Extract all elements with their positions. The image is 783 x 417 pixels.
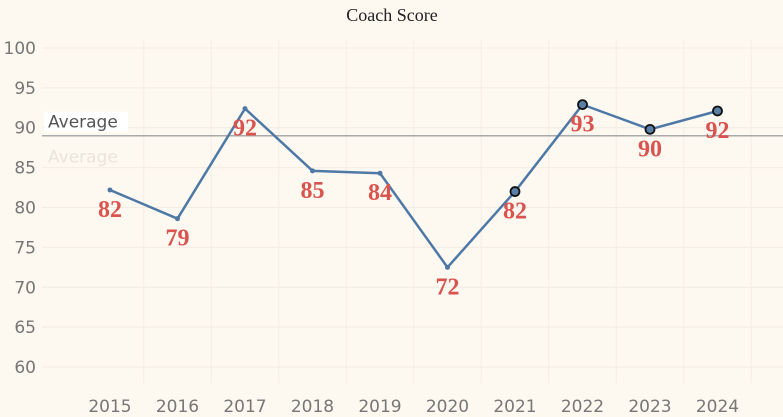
data-label: 82 <box>98 197 122 223</box>
data-point[interactable] <box>509 186 521 197</box>
chart-title: Coach Score <box>346 5 437 25</box>
x-tick-label: 2018 <box>291 397 334 417</box>
data-point[interactable] <box>712 105 723 117</box>
x-tick-label: 2017 <box>223 397 266 417</box>
data-label: 82 <box>503 199 527 225</box>
data-point[interactable] <box>445 264 450 270</box>
data-label: 85 <box>301 178 325 204</box>
x-tick-label: 2023 <box>628 397 671 417</box>
y-tick-label: 85 <box>14 159 36 179</box>
data-label: 93 <box>571 112 595 138</box>
data-point[interactable] <box>175 216 180 222</box>
data-point[interactable] <box>242 106 248 112</box>
data-label: 84 <box>368 180 392 206</box>
x-tick-label: 2020 <box>426 397 469 417</box>
data-point[interactable] <box>107 187 113 193</box>
y-tick-label: 65 <box>14 318 36 338</box>
y-tick-label: 75 <box>14 238 36 258</box>
series-line <box>109 103 718 269</box>
x-tick-label: 2022 <box>561 397 604 417</box>
y-tick-label: 80 <box>14 199 36 219</box>
x-axis-ticks: 2015 2016 2017 2018 2019 2020 2021 2022 2023 2024 <box>88 397 739 417</box>
y-tick-label: 100 <box>4 39 36 59</box>
data-point[interactable] <box>577 99 588 111</box>
y-tick-label: 95 <box>14 79 36 99</box>
y-tick-label: 60 <box>14 358 36 378</box>
data-point[interactable] <box>644 123 656 135</box>
data-label: 92 <box>233 116 257 142</box>
average-label: Average <box>48 113 118 133</box>
data-point[interactable] <box>377 170 383 176</box>
x-tick-label: 2015 <box>88 397 131 417</box>
y-axis-ticks: 60 65 70 75 80 85 90 95 100 <box>4 39 36 378</box>
x-tick-label: 2016 <box>156 397 199 417</box>
data-label: 79 <box>166 226 190 252</box>
average-label-shadow: Average <box>48 148 118 168</box>
gridlines <box>42 40 783 383</box>
series-line-layer <box>109 103 718 269</box>
data-label: 72 <box>436 274 460 300</box>
x-tick-label: 2021 <box>493 397 536 417</box>
x-tick-label: 2024 <box>696 397 739 417</box>
data-label: 92 <box>706 118 730 144</box>
average-label-background <box>44 111 128 132</box>
data-label: 90 <box>638 136 662 162</box>
data-points <box>107 99 723 270</box>
data-point[interactable] <box>310 168 315 174</box>
average-reference: Average Average <box>42 111 783 168</box>
data-labels: 82 79 92 85 84 72 82 93 90 92 <box>98 112 730 301</box>
x-tick-label: 2019 <box>358 397 401 417</box>
y-tick-label: 70 <box>14 278 36 298</box>
y-tick-label: 90 <box>14 119 36 139</box>
